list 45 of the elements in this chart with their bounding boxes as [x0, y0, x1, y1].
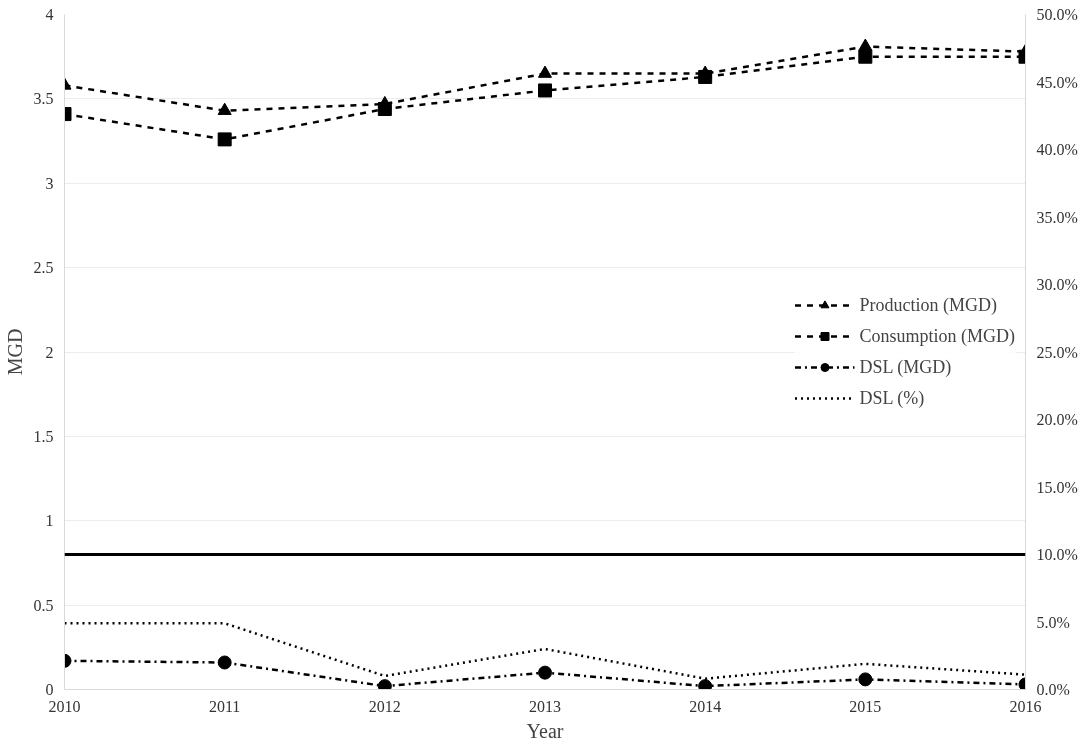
- point: [377, 679, 392, 690]
- x-tick-label: 2016: [1009, 697, 1042, 715]
- legend-label: DSL (%): [859, 387, 925, 409]
- point: [858, 38, 873, 51]
- point: [698, 679, 713, 690]
- x-tick-label: 2012: [368, 697, 401, 715]
- x-tick-label: 2013: [529, 697, 561, 715]
- point: [217, 102, 232, 115]
- y-axis-title: MGD: [3, 328, 26, 376]
- point: [217, 655, 232, 670]
- point: [858, 49, 873, 64]
- y-tick-label: 3.5: [33, 90, 54, 108]
- y-tick-label: 1.5: [33, 427, 54, 445]
- x-tick-label: 2011: [208, 697, 241, 715]
- y2-tick-label: 40.0%: [1036, 141, 1078, 158]
- legend-label: Production (MGD): [859, 294, 997, 316]
- y2-tick-label: 45.0%: [1036, 73, 1078, 91]
- x-tick-label: 2010: [48, 697, 81, 715]
- y2-tick-label: 15.0%: [1036, 478, 1078, 496]
- legend-label: DSL (MGD): [859, 356, 952, 378]
- legend-label: Consumption (MGD): [859, 325, 1015, 347]
- y-tick-label: 2.5: [33, 259, 54, 277]
- y-tick-label: 0.5: [33, 596, 54, 614]
- y2-tick-label: 30.0%: [1036, 276, 1078, 293]
- y2-tick-label: 35.0%: [1036, 208, 1078, 226]
- y2-tick-label: 10.0%: [1036, 546, 1078, 563]
- y-tick-label: 0: [45, 681, 54, 698]
- x-tick-label: 2015: [849, 697, 882, 715]
- x-tick-label: 2014: [689, 697, 722, 715]
- y-tick-label: 1: [45, 512, 54, 530]
- y-tick-label: 2: [45, 343, 54, 361]
- point: [538, 65, 552, 78]
- y-tick-label: 3: [45, 174, 54, 192]
- point: [538, 665, 552, 680]
- y2-tick-label: 5.0%: [1036, 613, 1070, 631]
- point: [538, 83, 552, 98]
- point: [858, 672, 873, 687]
- y2-tick-label: 50.0%: [1036, 6, 1078, 23]
- y2-tick-label: 25.0%: [1036, 343, 1078, 361]
- point: [377, 95, 392, 109]
- x-axis-title: Year: [526, 719, 564, 742]
- y-tick-label: 4: [45, 6, 54, 23]
- y2-tick-label: 0.0%: [1036, 681, 1070, 698]
- y2-tick-label: 20.0%: [1036, 411, 1078, 428]
- point: [217, 132, 232, 147]
